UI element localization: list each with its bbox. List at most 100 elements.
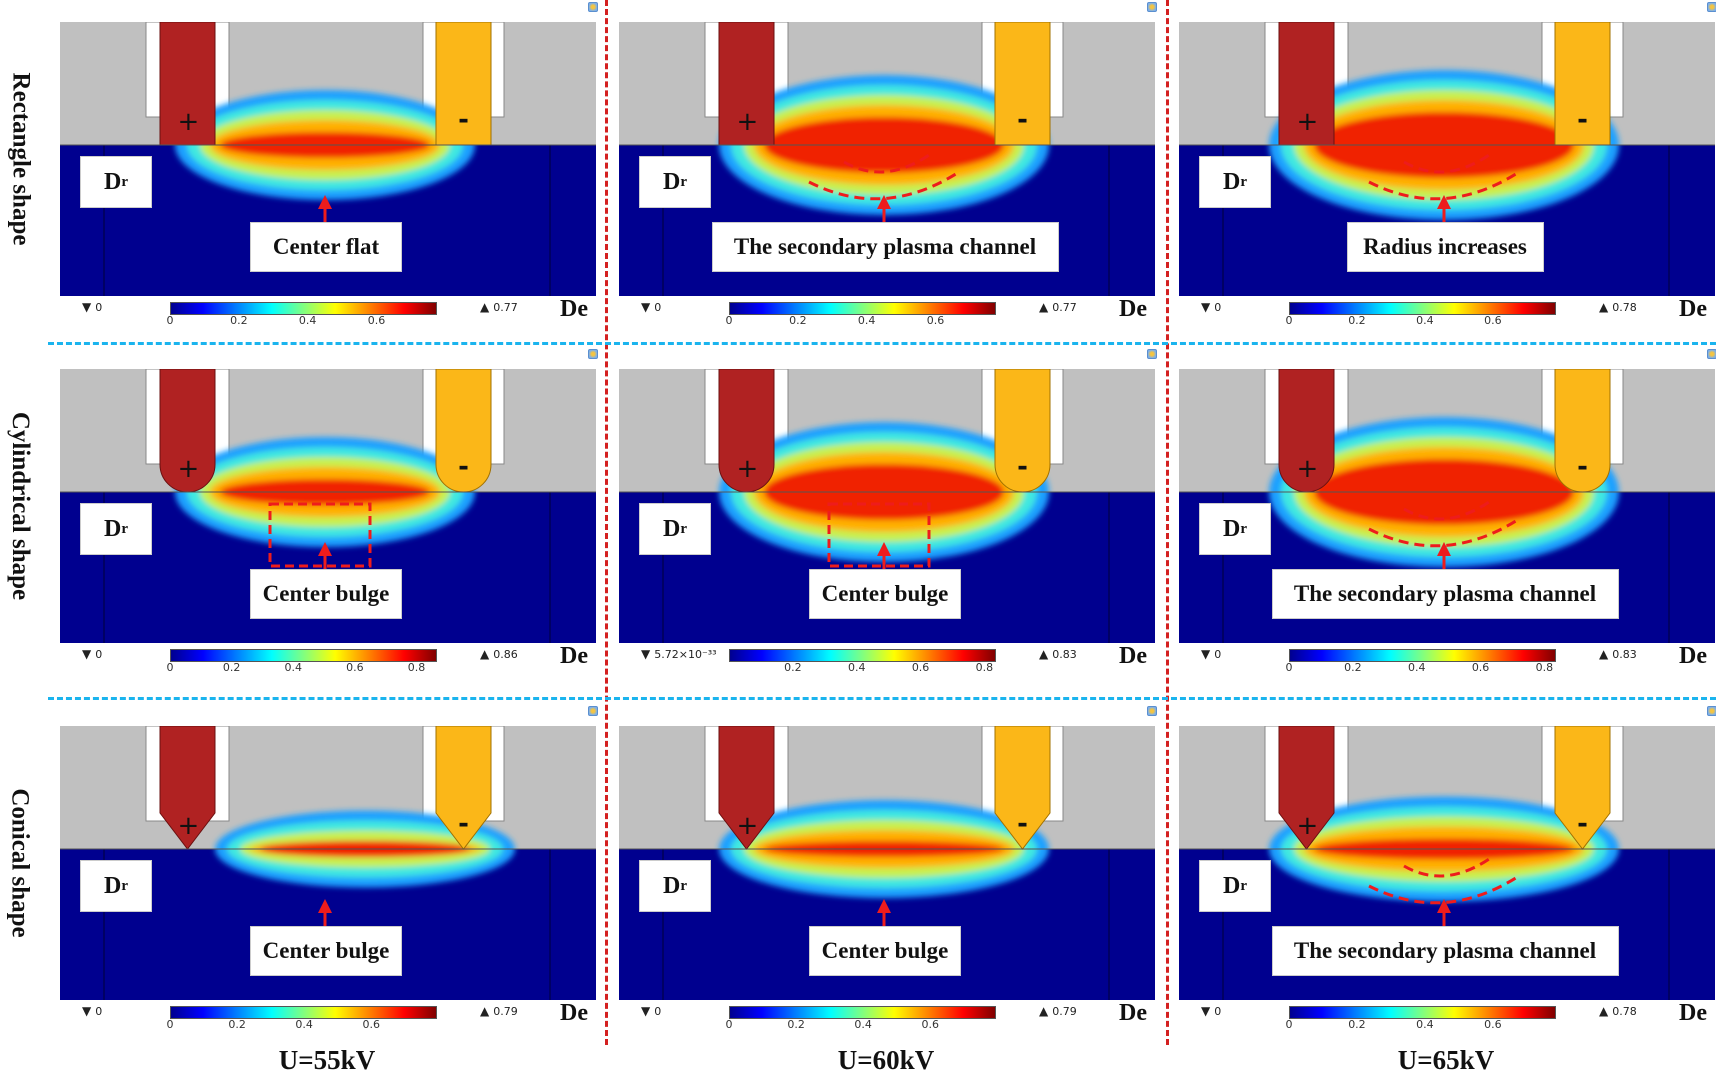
colorbar — [1289, 302, 1556, 315]
column-divider-1 — [605, 0, 608, 1045]
settings-icon[interactable] — [1707, 2, 1716, 12]
callout-label: Center bulge — [809, 569, 961, 619]
colorbar-legend: ▼ 0 0 0.2 0.4 0.6 ▲ 0.77 De — [60, 296, 596, 332]
colorbar — [729, 302, 996, 315]
negative-electrode-sign: - — [1577, 452, 1588, 482]
colorbar-min: ▼ 0 — [82, 647, 103, 661]
de-region-label: De — [1679, 643, 1707, 669]
callout-label: Center flat — [250, 222, 402, 272]
colorbar-tick: 0 — [725, 314, 733, 327]
de-region-label: De — [1679, 1000, 1707, 1026]
colorbar-tick: 0.4 — [854, 1018, 872, 1031]
negative-electrode-sign: - — [1017, 809, 1028, 839]
positive-electrode-sign: + — [1296, 107, 1319, 137]
positive-electrode-sign: + — [177, 454, 200, 484]
up-triangle-icon: ▲ — [1039, 647, 1049, 661]
colorbar-min: ▼ 0 — [82, 1004, 103, 1018]
colorbar-tick: 0.2 — [784, 661, 802, 674]
down-triangle-icon: ▼ — [82, 1004, 92, 1018]
settings-icon[interactable] — [1147, 349, 1157, 359]
colorbar-tick: 0.2 — [228, 1018, 246, 1031]
colorbar-tick: 0 — [166, 661, 174, 674]
colorbar — [729, 1006, 996, 1019]
colorbar-legend: ▼ 0 0 0.2 0.4 0.6 ▲ 0.78 De — [1179, 296, 1715, 332]
up-triangle-icon: ▲ — [480, 300, 490, 314]
callout-label: Center bulge — [809, 926, 961, 976]
colorbar-max: ▲ 0.78 — [1599, 300, 1637, 314]
colorbar-tick: 0.2 — [1348, 314, 1366, 327]
row-label-text: Cylindrical shape — [7, 411, 35, 601]
negative-electrode-sign: - — [458, 809, 469, 839]
colorbar-min: ▼ 0 — [1201, 1004, 1222, 1018]
colorbar-legend: ▼ 0 0 0.2 0.4 0.6 0.8 ▲ 0.86 De — [60, 643, 596, 679]
down-triangle-icon: ▼ — [641, 1004, 651, 1018]
down-triangle-icon: ▼ — [1201, 1004, 1211, 1018]
settings-icon[interactable] — [588, 706, 598, 716]
row-label-rectangle: Rectangle shape — [0, 22, 40, 296]
column-label-60kv: U=60kV — [837, 1045, 935, 1075]
positive-electrode-sign: + — [1296, 811, 1319, 841]
settings-icon[interactable] — [1707, 349, 1716, 359]
de-region-label: De — [560, 296, 588, 322]
settings-icon[interactable] — [1147, 706, 1157, 716]
colorbar-tick: 0.4 — [857, 314, 876, 327]
positive-electrode-sign: + — [736, 811, 759, 841]
row-label-text: Conical shape — [7, 788, 34, 938]
colorbar-max: ▲ 0.79 — [1039, 1004, 1077, 1018]
down-triangle-icon: ▼ — [1201, 647, 1211, 661]
colorbar-tick: 0.8 — [975, 661, 994, 674]
up-triangle-icon: ▲ — [1599, 300, 1609, 314]
colorbar-min: ▼ 0 — [1201, 647, 1222, 661]
colorbar-tick: 0.2 — [230, 314, 248, 327]
colorbar-max: ▲ 0.77 — [1039, 300, 1077, 314]
colorbar-tick: 0.6 — [926, 314, 945, 327]
colorbar-min: ▼ 0 — [641, 1004, 662, 1018]
colorbar-min: ▼ 0 — [641, 300, 662, 314]
colorbar-max: ▲ 0.83 — [1039, 647, 1077, 661]
colorbar-max: ▲ 0.83 — [1599, 647, 1637, 661]
colorbar-tick: 0.4 — [298, 314, 317, 327]
settings-icon[interactable] — [588, 349, 598, 359]
colorbar-tick: 0.8 — [407, 661, 426, 674]
colorbar-legend: ▼ 0 0 0.2 0.4 0.6 ▲ 0.79 De — [60, 1000, 596, 1036]
colorbar-legend: ▼ 0 0 0.2 0.4 0.6 ▲ 0.78 De — [1179, 1000, 1715, 1036]
colorbar-tick: 0.6 — [911, 661, 930, 674]
colorbar-tick: 0 — [166, 314, 174, 327]
negative-electrode-sign: - — [458, 105, 469, 135]
up-triangle-icon: ▲ — [1599, 1004, 1609, 1018]
settings-icon[interactable] — [1707, 706, 1716, 716]
de-region-label: De — [1119, 1000, 1147, 1026]
column-label-55kv: U=55kV — [278, 1045, 376, 1075]
up-triangle-icon: ▲ — [480, 647, 490, 661]
callout-label: Radius increases — [1346, 222, 1544, 272]
settings-icon[interactable] — [1147, 2, 1157, 12]
colorbar-tick: 0 — [166, 1018, 174, 1031]
settings-icon[interactable] — [588, 2, 598, 12]
colorbar-tick: 0.4 — [847, 661, 866, 674]
colorbar-tick: 0.6 — [1471, 661, 1490, 674]
colorbar-tick: 0.6 — [1484, 314, 1502, 327]
colorbar-tick: 0 — [1285, 314, 1293, 327]
colorbar-legend: ▼ 5.72×10⁻³³ 0.2 0.4 0.6 0.8 ▲ 0.83 De — [619, 643, 1155, 679]
callout-label: Center bulge — [250, 569, 402, 619]
colorbar — [1289, 1006, 1556, 1019]
negative-electrode-sign: - — [1577, 809, 1588, 839]
colorbar-tick: 0.6 — [1484, 1018, 1502, 1031]
callout-label: The secondary plasma channel — [711, 222, 1059, 272]
